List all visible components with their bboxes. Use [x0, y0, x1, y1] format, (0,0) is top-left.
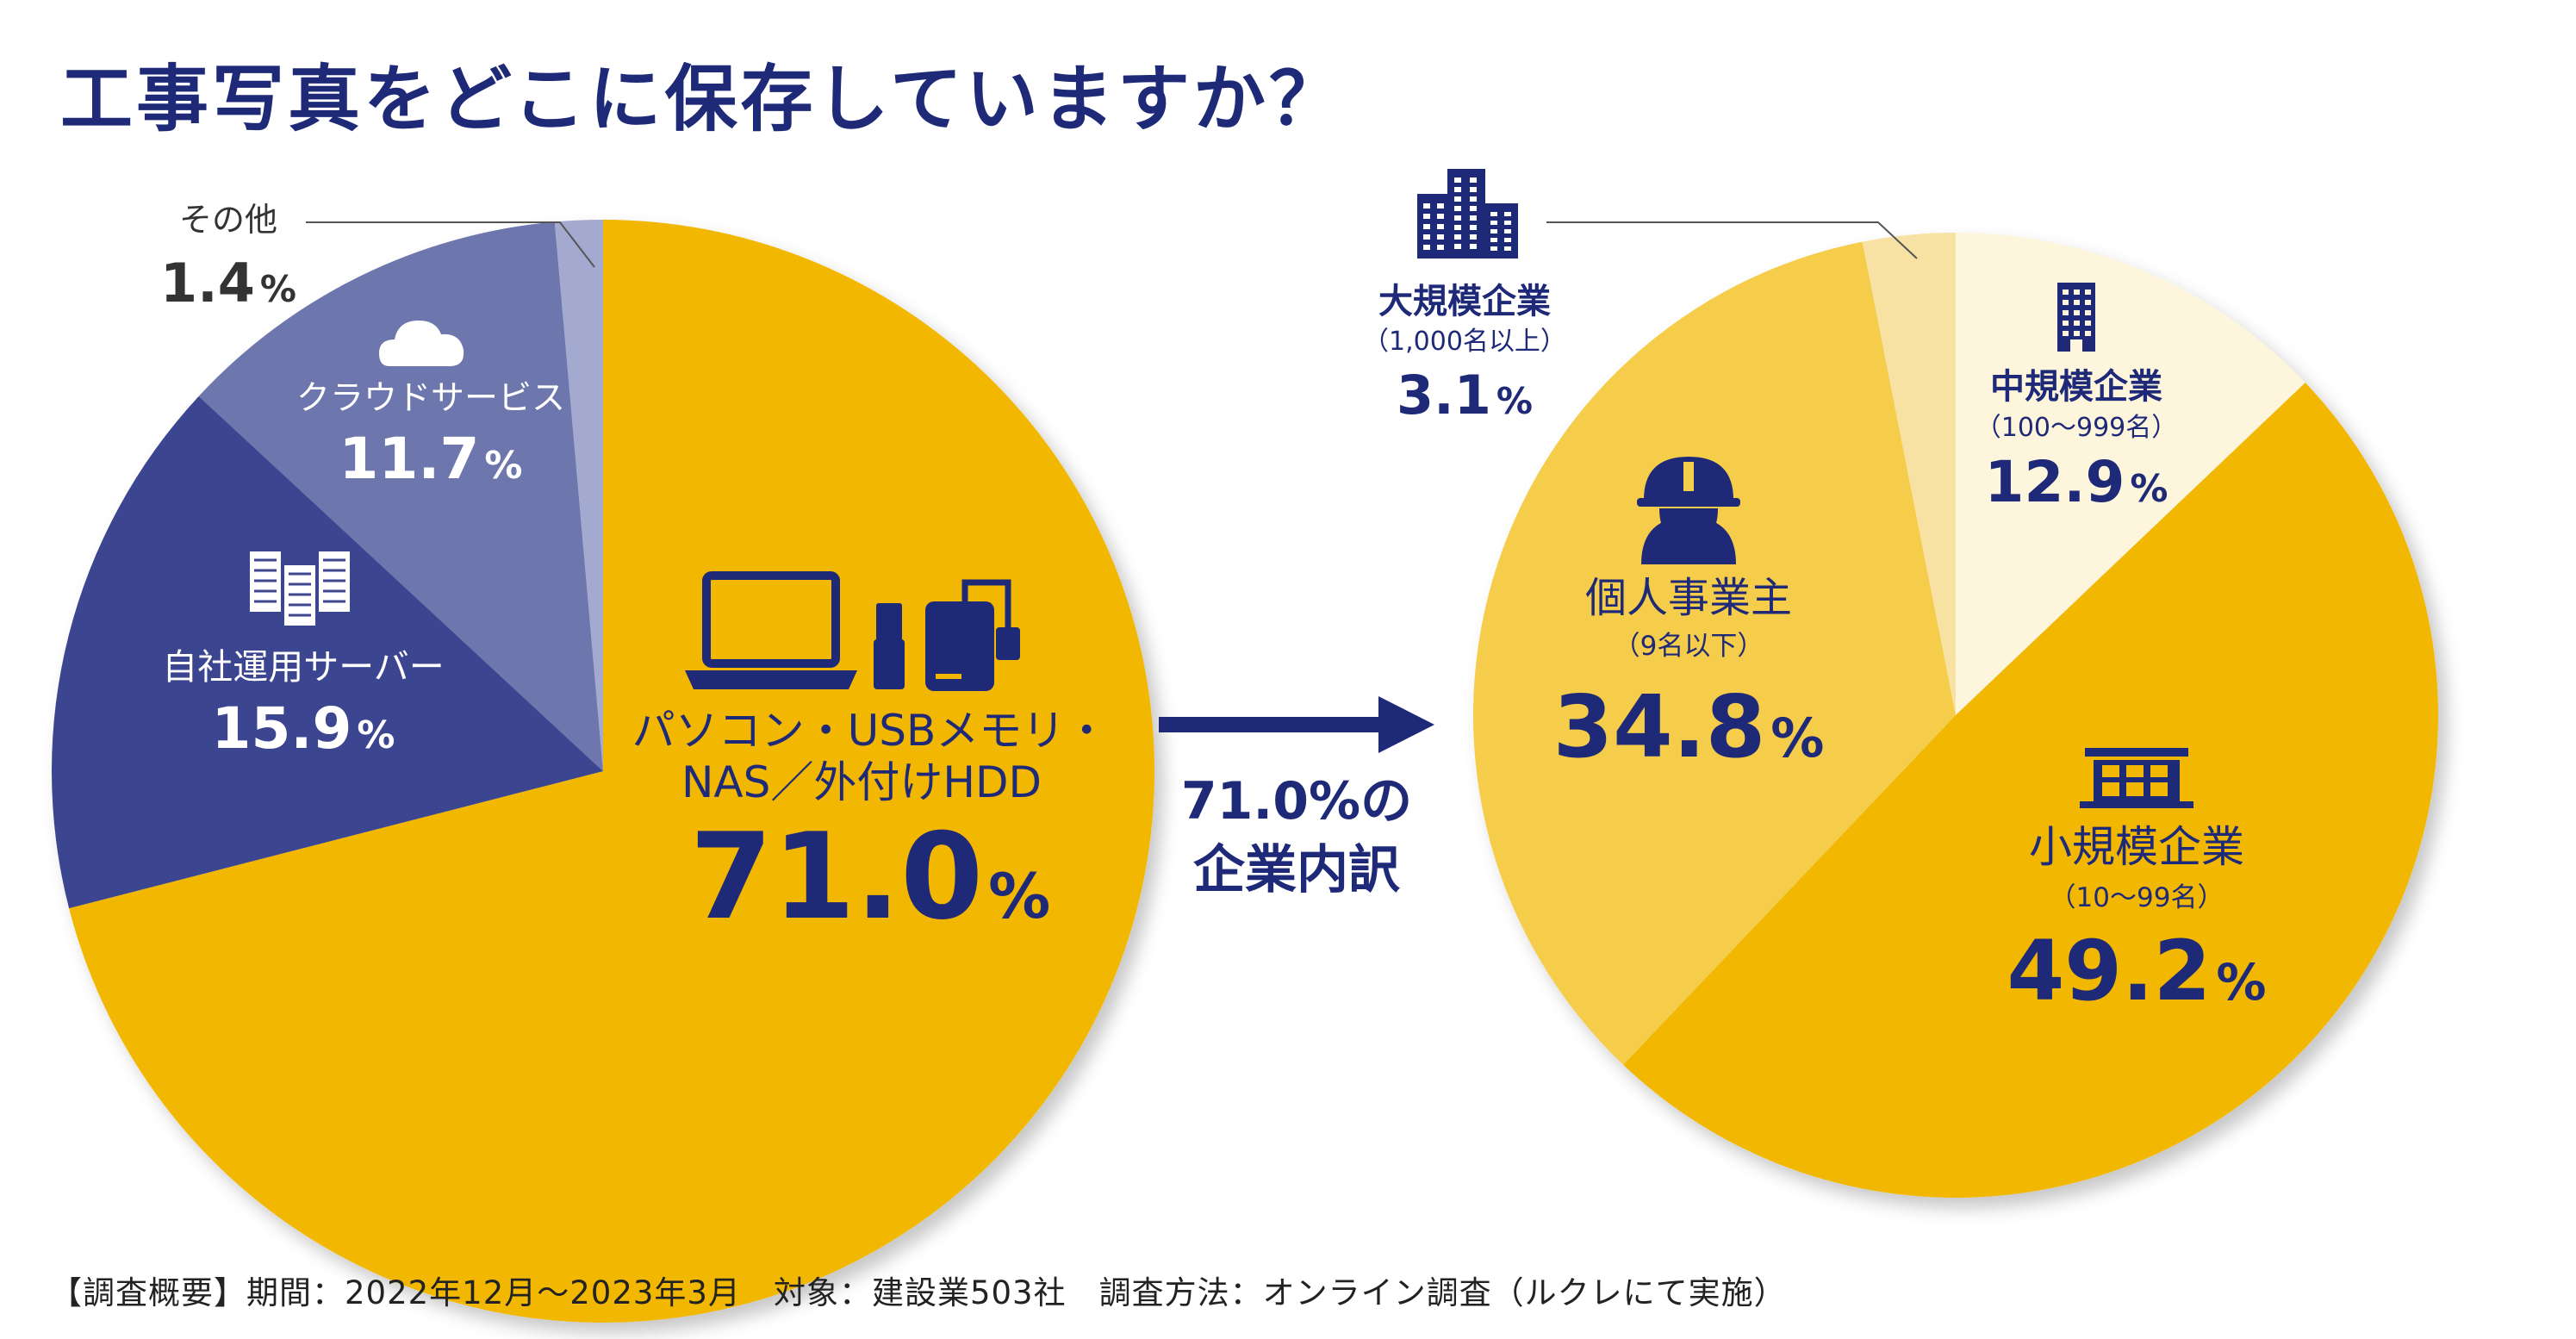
- slice-value: 11.7%: [339, 426, 523, 492]
- page-title: 工事写真をどこに保存していますか？: [60, 57, 1345, 141]
- slice-label-line: NAS／外付けHDD: [681, 757, 1042, 807]
- mid-building-icon: [2057, 283, 2095, 352]
- survey-footnote: 【調査概要】期間：2022年12月～2023年3月 対象：建設業503社 調査方…: [50, 1274, 1787, 1311]
- leader-lines: [306, 221, 1918, 268]
- pie-slice-2: [1472, 241, 1956, 1065]
- pie-slice-3: [1862, 233, 1956, 715]
- storage-pie-chart: [51, 220, 1154, 1323]
- slice-value: 12.9%: [1985, 449, 2168, 515]
- slice-label-line: クラウドサービス: [296, 379, 565, 418]
- pie-slice-2: [198, 221, 603, 771]
- arrow-shaft: [1159, 717, 1383, 732]
- slice-value: 15.9%: [212, 695, 395, 762]
- slice-label-line: （10～99名）: [2050, 882, 2224, 913]
- slice-label-line: パソコン・USBメモリ・: [632, 706, 1109, 756]
- pie-slice-0: [1956, 233, 2305, 715]
- slice-label-line: （1,000名以上）: [1363, 327, 1566, 357]
- pie-slice-1: [1623, 383, 2439, 1199]
- arrow-caption-line: 企業内訳: [1193, 840, 1401, 900]
- slice-label-line: 大規模企業: [1378, 282, 1551, 321]
- small-building-icon: [2080, 748, 2193, 808]
- company-breakdown-pie-chart: [1472, 233, 2439, 1199]
- arrow-head: [1378, 696, 1434, 753]
- slice-label-line: 小規模企業: [2029, 822, 2244, 872]
- other-leader-line: [306, 221, 595, 268]
- large-company-leader-line: [1546, 221, 1918, 259]
- arrow-caption-line: 71.0%の: [1181, 771, 1412, 831]
- slice-label-line: （100～999名）: [1976, 413, 2178, 443]
- slice-label-line: その他: [179, 201, 277, 239]
- worker-icon: [1637, 457, 1740, 564]
- icons: [250, 169, 2193, 808]
- slice-label-line: （9名以下）: [1614, 631, 1764, 662]
- cloud-icon: [379, 321, 464, 366]
- pie-slice-1: [51, 395, 603, 909]
- pie-slice-3: [554, 220, 603, 771]
- slice-value: 1.4%: [160, 252, 296, 315]
- slice-value: 3.1%: [1397, 364, 1533, 427]
- laptop-usb-hdd-icon: [685, 571, 1020, 691]
- slice-value: 34.8%: [1553, 676, 1825, 777]
- slice-label-line: 個人事業主: [1585, 574, 1792, 622]
- slice-value: 49.2%: [2007, 923, 2267, 1019]
- slice-value: 71.0%: [690, 807, 1051, 946]
- pie-slice-0: [69, 220, 1154, 1323]
- large-building-icon: [1417, 169, 1518, 258]
- slice-label-line: 自社運用サーバー: [162, 646, 445, 688]
- slice-label-line: 中規模企業: [1990, 367, 2162, 407]
- server-icon: [250, 551, 350, 626]
